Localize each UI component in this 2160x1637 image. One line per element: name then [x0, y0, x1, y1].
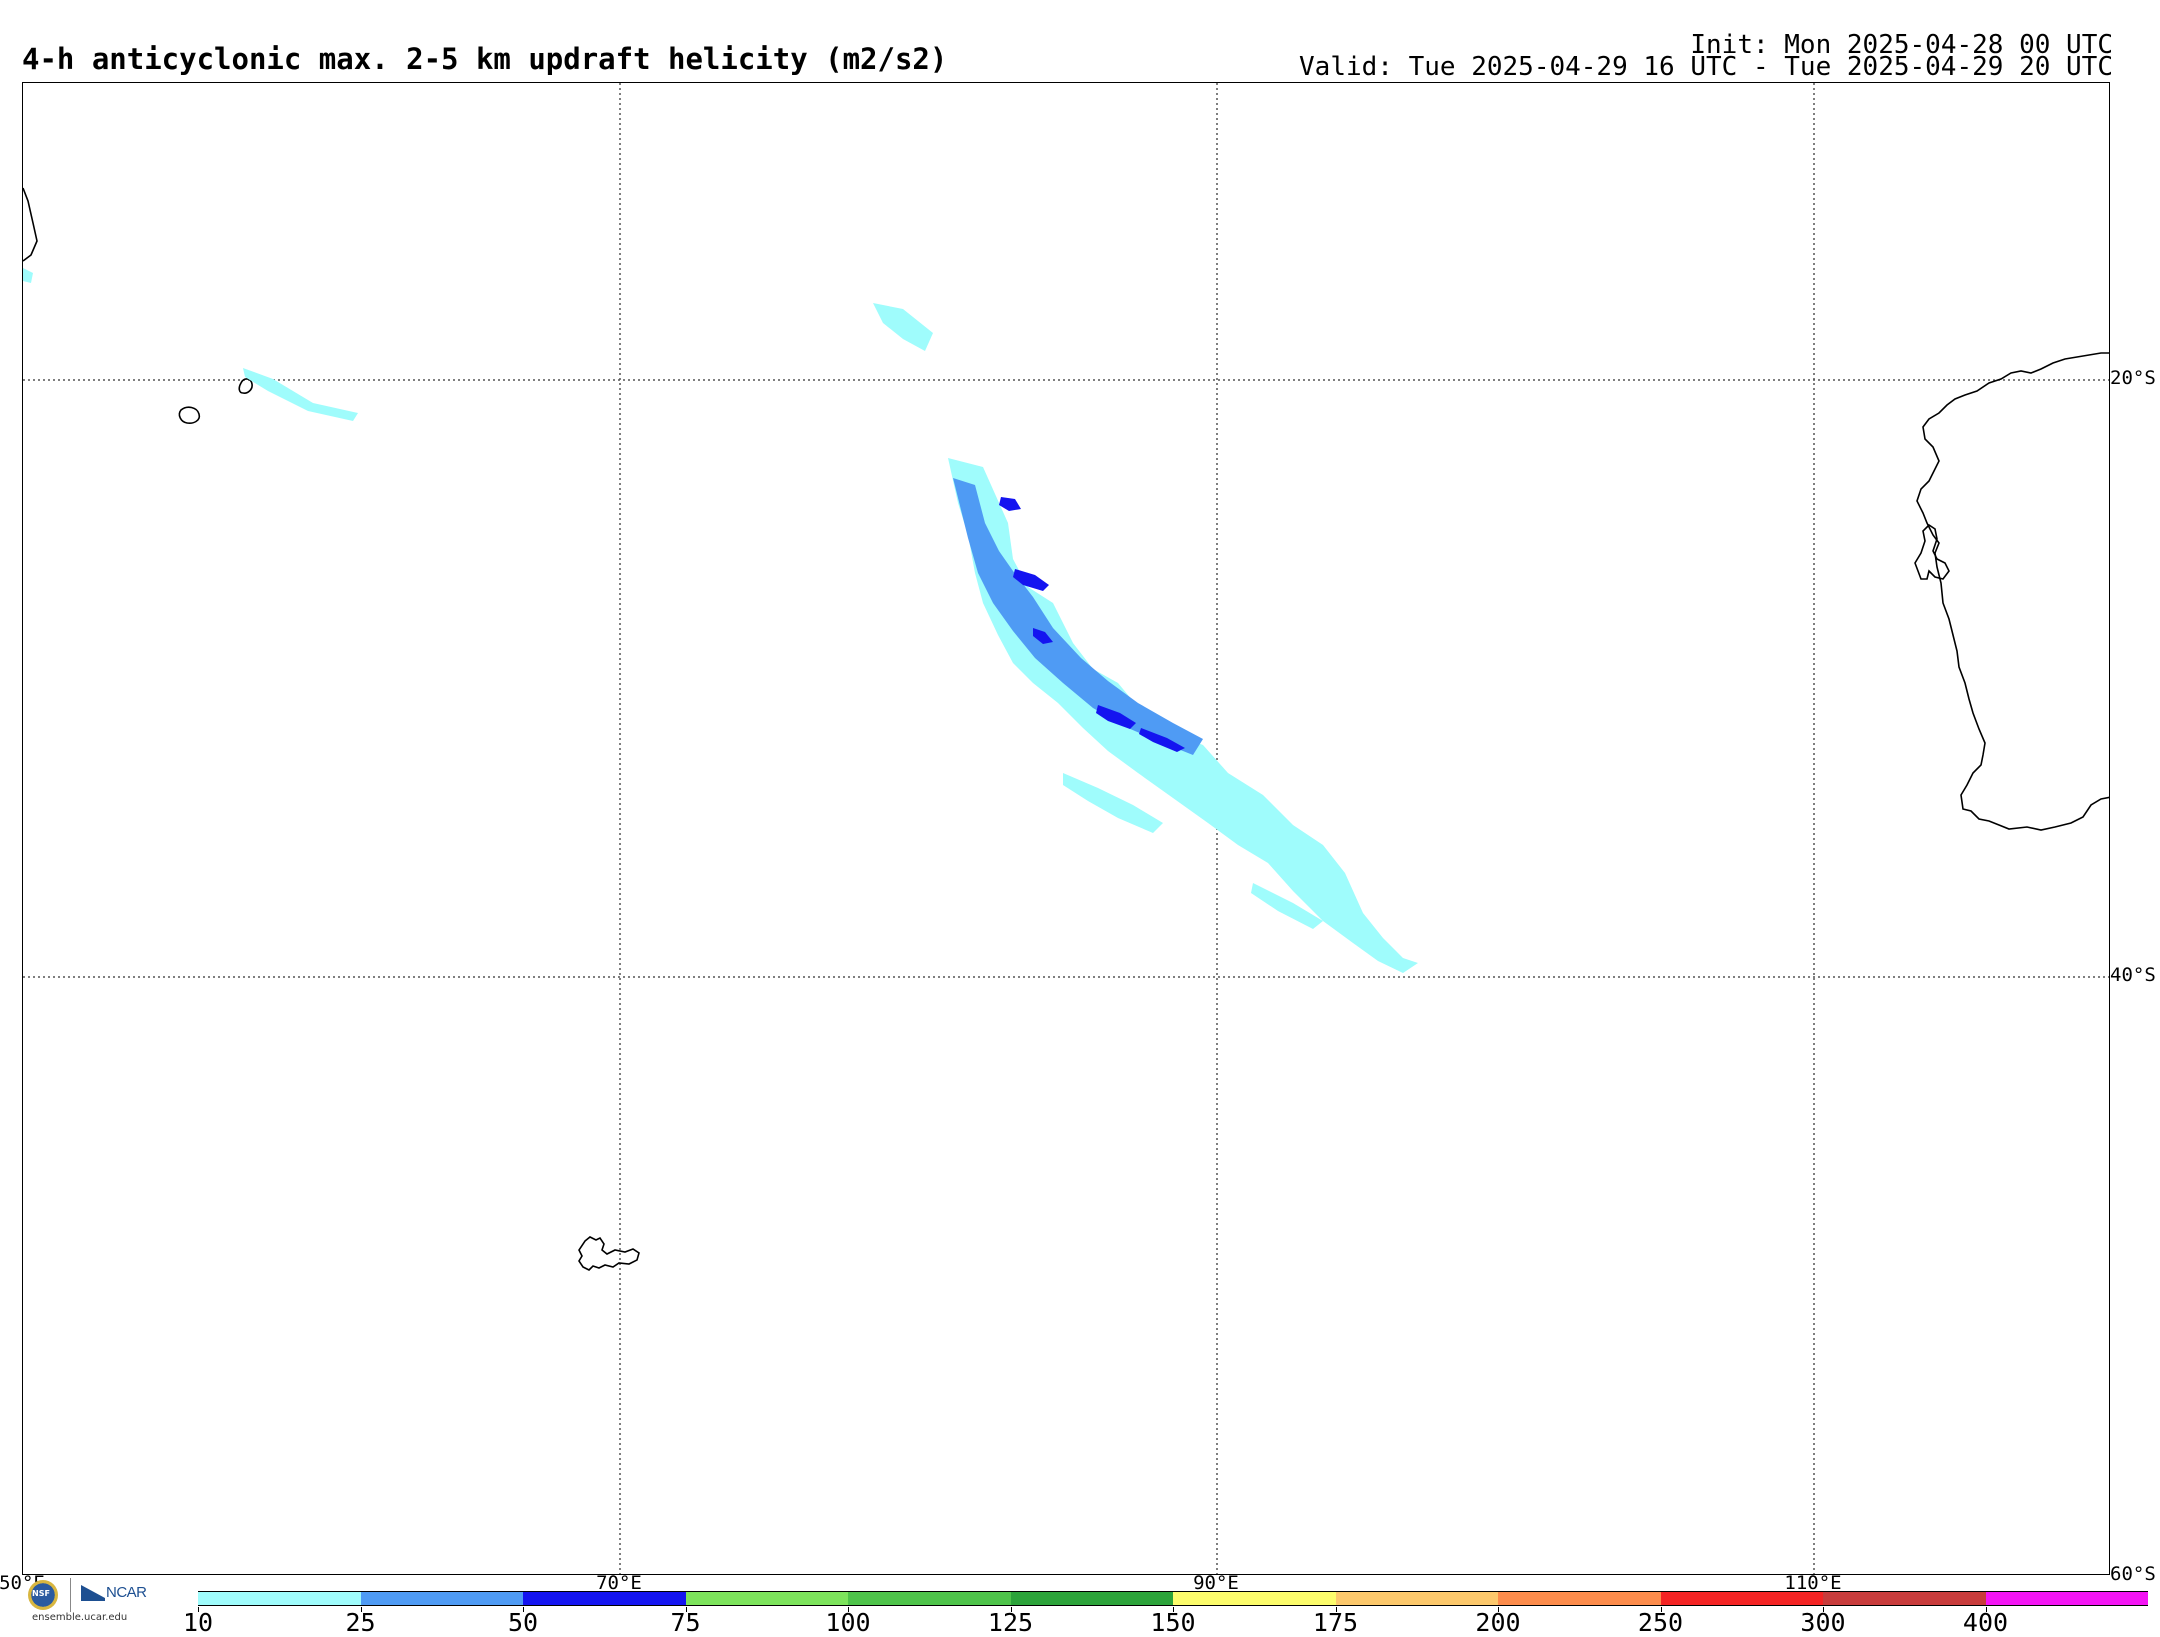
- colorbar-tick: [848, 1607, 849, 1612]
- colorbar-tick: [523, 1607, 524, 1612]
- shark-bay-coast: [1914, 523, 1950, 580]
- colorbar-tick: [198, 1607, 199, 1612]
- helicity-swath-island: [243, 368, 358, 421]
- colorbar-tick: [1010, 1607, 1012, 1612]
- madagascar-coast: [23, 187, 38, 262]
- map-title: 4-h anticyclonic max. 2-5 km updraft hel…: [22, 42, 948, 76]
- helicity-core-3: [1033, 628, 1053, 644]
- colorbar-tick: [1985, 1607, 1987, 1612]
- graticule: [23, 83, 2109, 1574]
- colorbar-tick: [360, 1607, 362, 1612]
- colorbar-label: 150: [1150, 1608, 1196, 1637]
- colorbar-label: 50: [507, 1608, 539, 1637]
- colorbar-tick: [1498, 1607, 1499, 1612]
- ncar-logo-text: NCAR: [106, 1584, 147, 1601]
- colorbar-label: 25: [345, 1608, 376, 1637]
- colorbar-label: 175: [1312, 1608, 1359, 1637]
- colorbar-swatch: [685, 1591, 848, 1606]
- australia-coast: [1916, 352, 2109, 831]
- colorbar-label: 125: [987, 1608, 1034, 1637]
- helicity-core-2: [1013, 569, 1049, 591]
- helicity-core-1: [999, 497, 1021, 511]
- colorbar-swatch: [1498, 1591, 1661, 1606]
- helicity-swaths: [23, 268, 1418, 973]
- colorbar-label: 200: [1475, 1608, 1521, 1637]
- colorbar-swatch: [1660, 1591, 1823, 1606]
- colorbar-tick: [685, 1607, 687, 1612]
- colorbar-swatch: [1335, 1591, 1498, 1606]
- colorbar-swatch: [1985, 1591, 2148, 1606]
- colorbar-tick: [1173, 1607, 1174, 1612]
- lat-label-60s: 60°S: [2110, 1563, 2156, 1585]
- colorbar-swatch: [360, 1591, 523, 1606]
- colorbar-label: 400: [1962, 1608, 2009, 1637]
- colorbar-swatch: [198, 1591, 361, 1606]
- colorbar-tick: [1335, 1607, 1337, 1612]
- ncar-mark-icon: [81, 1585, 105, 1601]
- colorbar-tick: [1660, 1607, 1662, 1612]
- helicity-core-4: [1096, 705, 1136, 729]
- colorbar-swatch: [1823, 1591, 1986, 1606]
- kerguelen-islands: [578, 1236, 640, 1271]
- nsf-logo: [28, 1580, 58, 1610]
- site-url: ensemble.ucar.edu: [32, 1612, 128, 1623]
- mauritius-island: [238, 378, 253, 394]
- colorbar-swatch: [1010, 1591, 1173, 1606]
- helicity-core-5: [1139, 728, 1185, 752]
- colorbar-label: 100: [825, 1608, 871, 1637]
- colorbar: [198, 1591, 2148, 1606]
- colorbar-label: 75: [670, 1608, 701, 1637]
- valid-time: Valid: Tue 2025-04-29 16 UTC - Tue 2025-…: [1299, 52, 2113, 82]
- colorbar-label: 300: [1800, 1608, 1846, 1637]
- reunion-island: [178, 406, 201, 424]
- coastlines: [23, 187, 2109, 1271]
- lat-label-20s: 20°S: [2110, 367, 2156, 389]
- helicity-swath-mid: [953, 478, 1203, 755]
- lon-label-110e: 110°E: [1784, 1572, 1842, 1594]
- colorbar-label: 10: [182, 1608, 214, 1637]
- colorbar-label: 250: [1637, 1608, 1684, 1637]
- colorbar-swatch: [1173, 1591, 1336, 1606]
- colorbar-swatch: [523, 1591, 686, 1606]
- nsf-logo-text: NSF: [32, 1589, 50, 1598]
- lon-label-90e: 90°E: [1193, 1572, 1239, 1594]
- colorbar-swatch: [848, 1591, 1011, 1606]
- lon-label-70e: 70°E: [596, 1572, 642, 1594]
- logo-divider: [70, 1578, 71, 1612]
- helicity-swath-west-edge: [23, 268, 33, 283]
- helicity-swath-tail: [1251, 883, 1323, 929]
- logo-area: NSF NCAR ensemble.ucar.edu: [24, 1576, 164, 1623]
- helicity-swath-northwest: [873, 303, 933, 351]
- lat-label-40s: 40°S: [2110, 964, 2156, 986]
- map-panel[interactable]: [22, 82, 2110, 1575]
- init-time: Init: Mon 2025-04-28 00 UTC: [1690, 30, 2113, 60]
- helicity-swath-south: [1063, 773, 1163, 833]
- helicity-swath-light: [948, 458, 1418, 973]
- colorbar-tick: [1823, 1607, 1824, 1612]
